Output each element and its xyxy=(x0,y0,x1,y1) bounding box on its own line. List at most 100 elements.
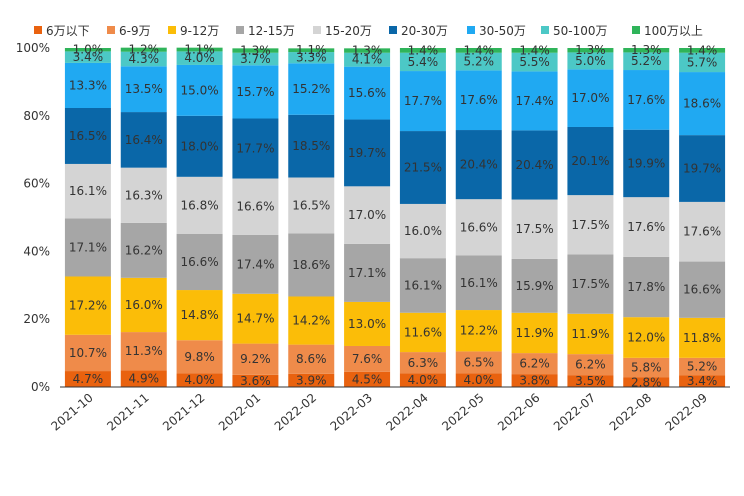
bar-segment[interactable] xyxy=(623,70,670,130)
bar-segment[interactable] xyxy=(455,255,502,311)
bar-segment[interactable] xyxy=(64,108,111,164)
bar-segment[interactable] xyxy=(120,112,167,168)
bar-segment[interactable] xyxy=(120,167,167,223)
bar-segment[interactable] xyxy=(567,126,614,196)
bar-segment[interactable] xyxy=(567,48,614,53)
bar-segment[interactable] xyxy=(399,258,446,313)
bar-segment[interactable] xyxy=(567,254,614,314)
bar-segment[interactable] xyxy=(120,66,167,113)
bar-segment[interactable] xyxy=(455,351,502,374)
bar-segment[interactable] xyxy=(511,71,558,131)
bar-segment[interactable] xyxy=(232,48,279,53)
bar-segment[interactable] xyxy=(120,370,167,387)
legend-item[interactable]: 15-20万 xyxy=(313,24,372,38)
bar-segment[interactable] xyxy=(344,66,391,120)
bar-segment[interactable] xyxy=(455,199,502,256)
bar-segment[interactable] xyxy=(399,71,446,132)
bar-segment[interactable] xyxy=(511,48,558,53)
bar-segment[interactable] xyxy=(567,52,614,70)
bar-segment[interactable] xyxy=(176,47,223,52)
bar-segment[interactable] xyxy=(679,261,726,318)
bar-segment[interactable] xyxy=(344,371,391,387)
bar-segment[interactable] xyxy=(399,131,446,204)
bar-segment[interactable] xyxy=(176,115,223,177)
bar-segment[interactable] xyxy=(344,345,391,372)
legend-item[interactable]: 100万以上 xyxy=(632,24,703,38)
bar-segment[interactable] xyxy=(176,64,223,116)
bar-segment[interactable] xyxy=(623,256,670,318)
bar-segment[interactable] xyxy=(623,48,670,53)
bar-segment[interactable] xyxy=(567,313,614,355)
bar-segment[interactable] xyxy=(288,63,335,115)
bar-segment[interactable] xyxy=(679,375,726,387)
bar-segment[interactable] xyxy=(288,48,335,53)
bar-segment[interactable] xyxy=(232,65,279,119)
bar-segment[interactable] xyxy=(511,312,558,354)
bar-segment[interactable] xyxy=(64,334,111,372)
legend-item[interactable]: 20-30万 xyxy=(389,24,448,38)
bar-segment[interactable] xyxy=(120,332,167,371)
bar-segment[interactable] xyxy=(344,52,391,67)
bar-segment[interactable] xyxy=(623,317,670,358)
bar-segment[interactable] xyxy=(176,51,223,65)
bar-segment[interactable] xyxy=(232,52,279,66)
legend-item[interactable]: 30-50万 xyxy=(467,24,526,38)
bar-segment[interactable] xyxy=(120,222,167,278)
bar-segment[interactable] xyxy=(64,371,111,387)
bar-segment[interactable] xyxy=(288,344,335,374)
bar-segment[interactable] xyxy=(64,163,111,219)
bar-segment[interactable] xyxy=(176,373,223,387)
bar-segment[interactable] xyxy=(64,218,111,277)
legend-item[interactable]: 12-15万 xyxy=(236,24,295,38)
bar-segment[interactable] xyxy=(455,48,502,53)
bar-segment[interactable] xyxy=(288,373,335,387)
bar-segment[interactable] xyxy=(232,374,279,387)
bar-segment[interactable] xyxy=(679,48,726,53)
bar-segment[interactable] xyxy=(399,52,446,72)
bar-segment[interactable] xyxy=(120,277,167,333)
bar-segment[interactable] xyxy=(399,203,446,259)
bar-segment[interactable] xyxy=(455,130,502,200)
bar-segment[interactable] xyxy=(623,129,670,198)
legend-item[interactable]: 6万以下 xyxy=(34,24,90,38)
bar-segment[interactable] xyxy=(455,373,502,387)
bar-segment[interactable] xyxy=(623,52,670,71)
bar-segment[interactable] xyxy=(344,301,391,346)
bar-segment[interactable] xyxy=(64,51,111,63)
bar-segment[interactable] xyxy=(399,48,446,53)
bar-segment[interactable] xyxy=(176,176,223,234)
bar-segment[interactable] xyxy=(679,201,726,262)
bar-segment[interactable] xyxy=(511,199,558,259)
bar-segment[interactable] xyxy=(232,178,279,235)
bar-segment[interactable] xyxy=(344,48,391,53)
bar-segment[interactable] xyxy=(344,243,391,302)
bar-segment[interactable] xyxy=(288,114,335,178)
bar-segment[interactable] xyxy=(288,233,335,297)
bar-segment[interactable] xyxy=(64,48,111,52)
bar-segment[interactable] xyxy=(288,177,335,234)
bar-segment[interactable] xyxy=(511,258,558,313)
bar-segment[interactable] xyxy=(623,197,670,257)
bar-segment[interactable] xyxy=(399,373,446,387)
bar-segment[interactable] xyxy=(567,354,614,376)
bar-segment[interactable] xyxy=(679,135,726,202)
bar-segment[interactable] xyxy=(344,186,391,244)
bar-segment[interactable] xyxy=(623,377,670,387)
bar-segment[interactable] xyxy=(511,374,558,387)
bar-segment[interactable] xyxy=(511,353,558,375)
bar-segment[interactable] xyxy=(455,52,502,71)
bar-segment[interactable] xyxy=(455,310,502,352)
bar-segment[interactable] xyxy=(455,70,502,131)
bar-segment[interactable] xyxy=(567,375,614,387)
bar-segment[interactable] xyxy=(511,52,558,72)
bar-segment[interactable] xyxy=(623,357,670,378)
bar-segment[interactable] xyxy=(567,69,614,127)
legend-item[interactable]: 50-100万 xyxy=(541,24,608,38)
bar-segment[interactable] xyxy=(344,119,391,187)
bar-segment[interactable] xyxy=(176,290,223,341)
bar-segment[interactable] xyxy=(64,276,111,335)
bar-segment[interactable] xyxy=(679,317,726,358)
bar-segment[interactable] xyxy=(399,352,446,374)
legend-item[interactable]: 6-9万 xyxy=(107,24,151,38)
bar-segment[interactable] xyxy=(288,52,335,64)
